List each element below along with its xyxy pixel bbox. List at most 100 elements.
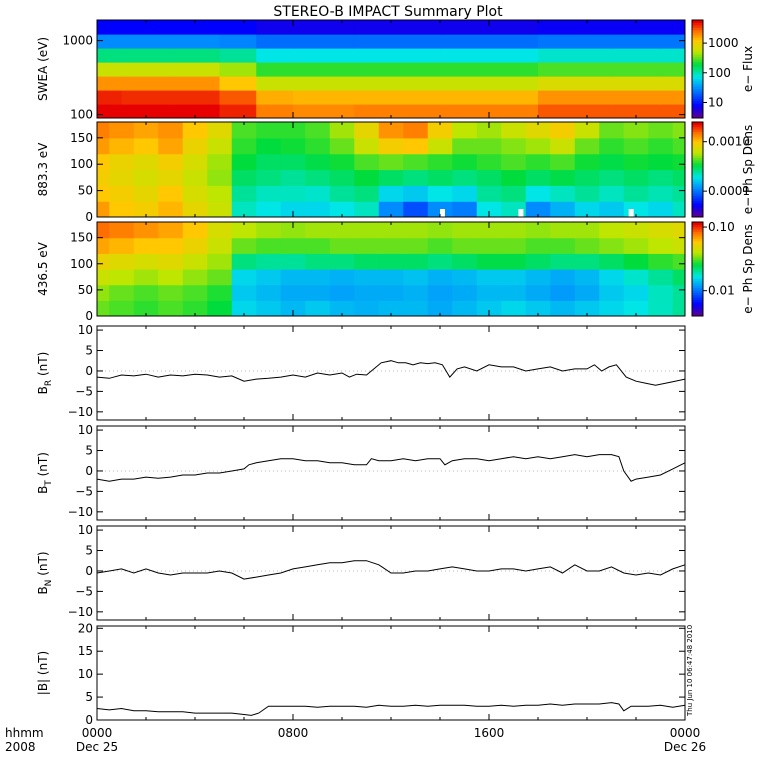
heatmap-cell xyxy=(574,201,600,217)
heatmap-cell xyxy=(121,48,172,63)
heatmap-cell xyxy=(305,169,331,186)
heatmap-cell xyxy=(525,253,551,270)
heatmap-cell xyxy=(660,20,685,35)
heatmap-cell xyxy=(354,269,380,286)
y-tick-label: −10 xyxy=(68,605,93,619)
colorbar-swatch xyxy=(692,115,703,119)
colorbar-swatch xyxy=(692,190,703,194)
colorbar-swatch xyxy=(692,138,703,142)
colorbar-swatch xyxy=(692,131,703,135)
colorbar-swatch xyxy=(692,252,703,256)
heatmap-cell xyxy=(280,122,306,139)
heatmap-cell xyxy=(648,222,674,239)
heatmap-cell xyxy=(207,300,233,316)
colorbar-swatch xyxy=(692,64,703,68)
colorbar-swatch xyxy=(692,122,703,125)
heatmap-cell xyxy=(207,201,233,217)
y-tick-label: −5 xyxy=(75,484,93,498)
heatmap-cell xyxy=(207,284,233,301)
heatmap-cell xyxy=(378,169,404,186)
heatmap-cell xyxy=(623,253,649,270)
heatmap-cell xyxy=(501,269,527,286)
heatmap-cell xyxy=(231,253,257,270)
heatmap-cell xyxy=(121,76,172,91)
heatmap-cells xyxy=(97,122,685,217)
heatmap-cell xyxy=(550,237,576,254)
colorbar-swatch xyxy=(692,174,703,178)
heatmap-cell xyxy=(219,62,257,77)
y-tick-label: 0 xyxy=(85,564,93,578)
heatmap-cell xyxy=(97,153,110,171)
heatmap-cell xyxy=(599,137,625,155)
heatmap-cell xyxy=(427,237,453,254)
colorbar-swatch xyxy=(692,271,703,275)
colorbar-swatch xyxy=(692,212,703,216)
heatmap-cell xyxy=(611,76,662,91)
heatmap-cell xyxy=(660,62,685,77)
heatmap-cell xyxy=(170,34,221,49)
colorbar-swatch xyxy=(692,304,703,308)
colorbar-swatch xyxy=(692,88,703,92)
heatmap-cell xyxy=(280,300,306,316)
colorbar-swatch xyxy=(692,136,703,140)
colorbar-swatch xyxy=(692,294,703,298)
heatmap-cell xyxy=(256,48,294,63)
colorbar-tick-label: 0.10 xyxy=(708,220,735,234)
panel-3: 0.01 0.10 e− Ph Sp Dens 0 50 100 150 436.5 eV xyxy=(36,220,755,323)
colorbar-swatch xyxy=(692,273,703,277)
heatmap-cell xyxy=(256,185,282,202)
x-tick-label: 0000 xyxy=(670,726,701,740)
heatmap-cell xyxy=(97,20,123,35)
colorbar-swatch xyxy=(692,202,703,206)
heatmap-cell xyxy=(354,222,380,239)
heatmap-cell xyxy=(611,34,662,49)
heatmap-cell xyxy=(305,300,331,316)
colorbar-swatch xyxy=(692,150,703,154)
y-tick-label: −5 xyxy=(75,584,93,598)
heatmap-cell xyxy=(256,284,282,301)
colorbar-swatch xyxy=(692,290,703,293)
colorbar-swatch xyxy=(692,200,703,204)
data-gap-mark xyxy=(440,209,445,217)
heatmap-cell xyxy=(207,253,233,270)
heatmap-cell xyxy=(219,48,257,63)
colorbar-swatch xyxy=(692,171,703,175)
y-tick-label: 10 xyxy=(78,323,93,337)
heatmap-cell xyxy=(550,153,576,171)
heatmap-cell xyxy=(403,169,429,186)
heatmap-cell xyxy=(280,185,306,202)
heatmap-cell xyxy=(133,222,159,239)
heatmap-cell xyxy=(672,269,685,286)
data-gap-mark xyxy=(628,209,634,217)
heatmap-cell xyxy=(121,90,172,105)
heatmap-cell xyxy=(599,300,625,316)
heatmap-cell xyxy=(525,122,551,139)
heatmap-cell xyxy=(574,253,600,270)
y-tick-label: 5 xyxy=(85,444,93,458)
y-tick-label: 5 xyxy=(85,344,93,358)
y-tick-label: −5 xyxy=(75,384,93,398)
heatmap-cell xyxy=(452,153,478,171)
series-line xyxy=(96,360,686,386)
heatmap-cell xyxy=(305,185,331,202)
heatmap-cell xyxy=(648,185,674,202)
heatmap-cell xyxy=(182,237,208,254)
heatmap-cell xyxy=(378,201,404,217)
y-tick-label: 0 xyxy=(85,713,93,727)
heatmap-cell xyxy=(97,137,110,155)
y-axis-label-symbol: B xyxy=(36,586,50,594)
colorbar-swatch xyxy=(692,148,703,151)
colorbar-swatch xyxy=(692,308,703,312)
heatmap-cell xyxy=(280,284,306,301)
heatmap-cell xyxy=(476,201,502,217)
heatmap-cell xyxy=(427,169,453,186)
heatmap-cells xyxy=(97,222,685,316)
heatmap-cell xyxy=(427,185,453,202)
heatmap-cell xyxy=(623,169,649,186)
heatmap-cell xyxy=(599,153,625,171)
heatmap-cell xyxy=(293,62,355,77)
heatmap-cell xyxy=(133,253,159,270)
heatmap-cell xyxy=(574,300,600,316)
heatmap-cell xyxy=(207,122,233,139)
